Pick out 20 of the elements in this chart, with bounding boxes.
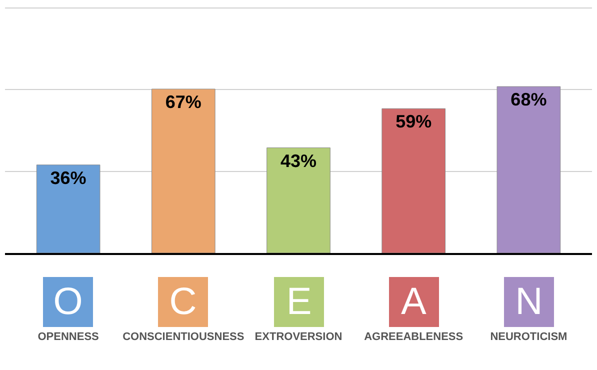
x-tick-label: NEUROTICISM (490, 331, 568, 344)
data-label: 43% (280, 150, 317, 171)
x-tick-label: AGREEABLENESS (364, 331, 464, 344)
bar (496, 86, 561, 253)
x-tick-label: OPENNESS (38, 331, 99, 344)
text: O (53, 281, 83, 323)
text: N (515, 281, 543, 323)
data-label: 36% (50, 168, 86, 188)
bar (36, 164, 100, 253)
text: C (169, 281, 197, 323)
bar (152, 88, 216, 253)
bar (266, 148, 330, 253)
x-tick-label: EXTROVERSION (254, 331, 342, 344)
x-tick-label: CONSCIENTIOUSNESS (122, 331, 244, 344)
data-label: 59% (396, 112, 432, 132)
data-label: 67% (165, 92, 202, 112)
bar (382, 108, 446, 253)
text: A (401, 281, 427, 323)
data-label: 68% (510, 90, 547, 110)
text: E (286, 281, 312, 323)
